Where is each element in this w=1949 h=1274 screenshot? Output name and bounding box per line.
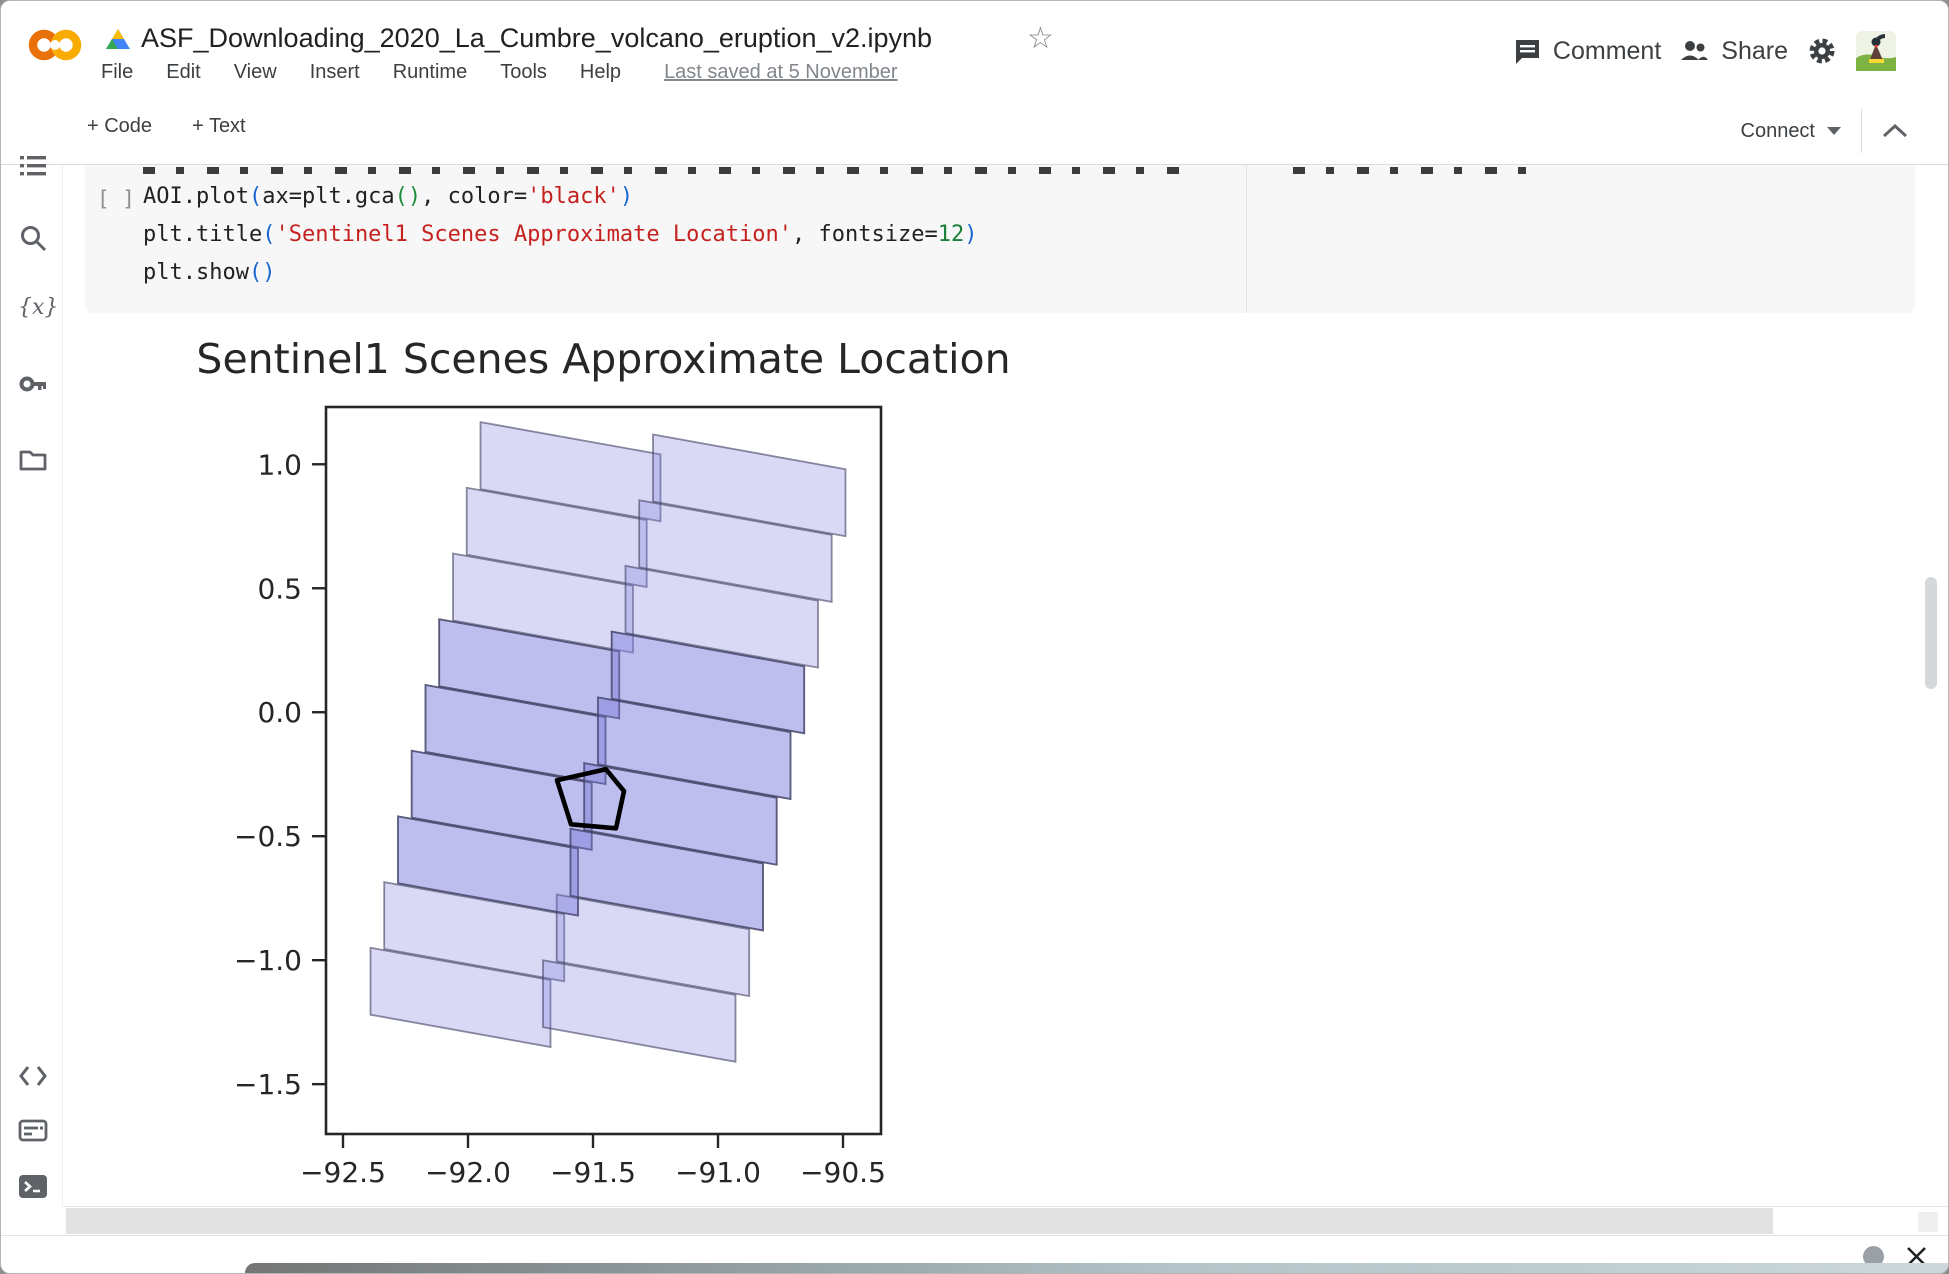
svg-text:−1.5: −1.5 (234, 1068, 302, 1101)
connect-label: Connect (1740, 119, 1816, 142)
search-icon[interactable] (18, 223, 48, 253)
notebook-title[interactable]: ASF_Downloading_2020_La_Cumbre_volcano_e… (141, 23, 933, 53)
svg-text:−91.0: −91.0 (675, 1156, 761, 1189)
share-button[interactable]: Share (1679, 37, 1788, 66)
colab-logo-icon[interactable] (27, 23, 83, 67)
menu-item-insert[interactable]: Insert (309, 61, 360, 83)
menu-item-edit[interactable]: Edit (166, 61, 201, 83)
svg-text:−92.5: −92.5 (300, 1156, 386, 1189)
vertical-scrollbar-thumb[interactable] (1925, 577, 1937, 689)
scrollbar-corner (1918, 1212, 1938, 1232)
avatar[interactable] (1856, 31, 1896, 71)
menu-item-tools[interactable]: Tools (500, 61, 547, 83)
menu-item-file[interactable]: File (101, 61, 134, 83)
status-dot-icon (1863, 1246, 1884, 1267)
drive-icon (106, 29, 130, 49)
clipped-code-line (1293, 167, 1535, 174)
terminal-icon[interactable] (18, 1171, 48, 1201)
add-text-button[interactable]: + Text (192, 115, 246, 137)
menu-item-help[interactable]: Help (579, 61, 622, 83)
comment-icon (1515, 39, 1539, 64)
clipped-code-line (143, 167, 1187, 174)
code-line: plt.title('Sentinel1 Scenes Approximate … (143, 222, 978, 247)
add-code-button[interactable]: + Code (87, 115, 153, 137)
cell-divider (1246, 165, 1247, 313)
code-snippets-icon[interactable] (18, 1061, 48, 1091)
header: ASF_Downloading_2020_La_Cumbre_volcano_e… (1, 1, 1948, 97)
code-cell[interactable]: [ ] AOI.plot(ax=plt.gca(), color='black'… (85, 165, 1915, 313)
svg-text:0.5: 0.5 (257, 572, 302, 605)
secrets-key-icon[interactable] (18, 369, 48, 399)
command-palette-icon[interactable] (18, 1115, 48, 1145)
comment-label: Comment (1552, 36, 1662, 65)
code-editor[interactable]: AOI.plot(ax=plt.gca(), color='black') plt… (143, 178, 977, 292)
code-line: plt.show() (143, 260, 276, 285)
menu-item-runtime[interactable]: Runtime (392, 61, 468, 83)
chevron-down-icon (1827, 127, 1841, 135)
people-icon (1681, 41, 1708, 60)
close-icon[interactable] (1906, 1246, 1927, 1267)
share-label: Share (1721, 36, 1788, 65)
svg-text:−1.0: −1.0 (234, 944, 302, 977)
table-of-contents-icon[interactable] (18, 151, 48, 181)
left-sidebar: {x} (1, 156, 63, 1207)
menu-bar: File Edit View Insert Runtime Tools Help Last … (101, 61, 898, 84)
svg-text:−0.5: −0.5 (234, 820, 302, 853)
files-folder-icon[interactable] (18, 445, 48, 475)
last-saved-link[interactable]: Last saved at 5 November (664, 61, 898, 83)
svg-text:0.0: 0.0 (257, 696, 302, 729)
menu-item-view[interactable]: View (233, 61, 277, 83)
star-icon[interactable]: ☆ (1027, 22, 1054, 55)
connect-button[interactable]: Connect (1740, 119, 1841, 143)
code-line: AOI.plot(ax=plt.gca(), color='black') (143, 184, 634, 209)
variables-icon[interactable]: {x} (18, 295, 59, 320)
comment-button[interactable]: Comment (1514, 37, 1661, 66)
svg-text:−90.5: −90.5 (800, 1156, 886, 1189)
horizontal-scrollbar[interactable] (63, 1206, 1948, 1235)
svg-text:−92.0: −92.0 (425, 1156, 511, 1189)
run-cell-indicator[interactable]: [ ] (97, 187, 135, 211)
svg-text:1.0: 1.0 (257, 448, 302, 481)
svg-text:−91.5: −91.5 (550, 1156, 636, 1189)
background-window-edge (245, 1263, 1948, 1273)
collapse-header-button[interactable] (1882, 124, 1908, 138)
svg-text:Sentinel1 Scenes Approximate L: Sentinel1 Scenes Approximate Location (196, 335, 1010, 383)
toolbar-divider (1861, 109, 1862, 153)
horizontal-scrollbar-thumb[interactable] (66, 1208, 1773, 1234)
settings-gear-icon[interactable] (1806, 35, 1838, 67)
notebook-toolbar: + Code + Text Connect (1, 97, 1948, 165)
